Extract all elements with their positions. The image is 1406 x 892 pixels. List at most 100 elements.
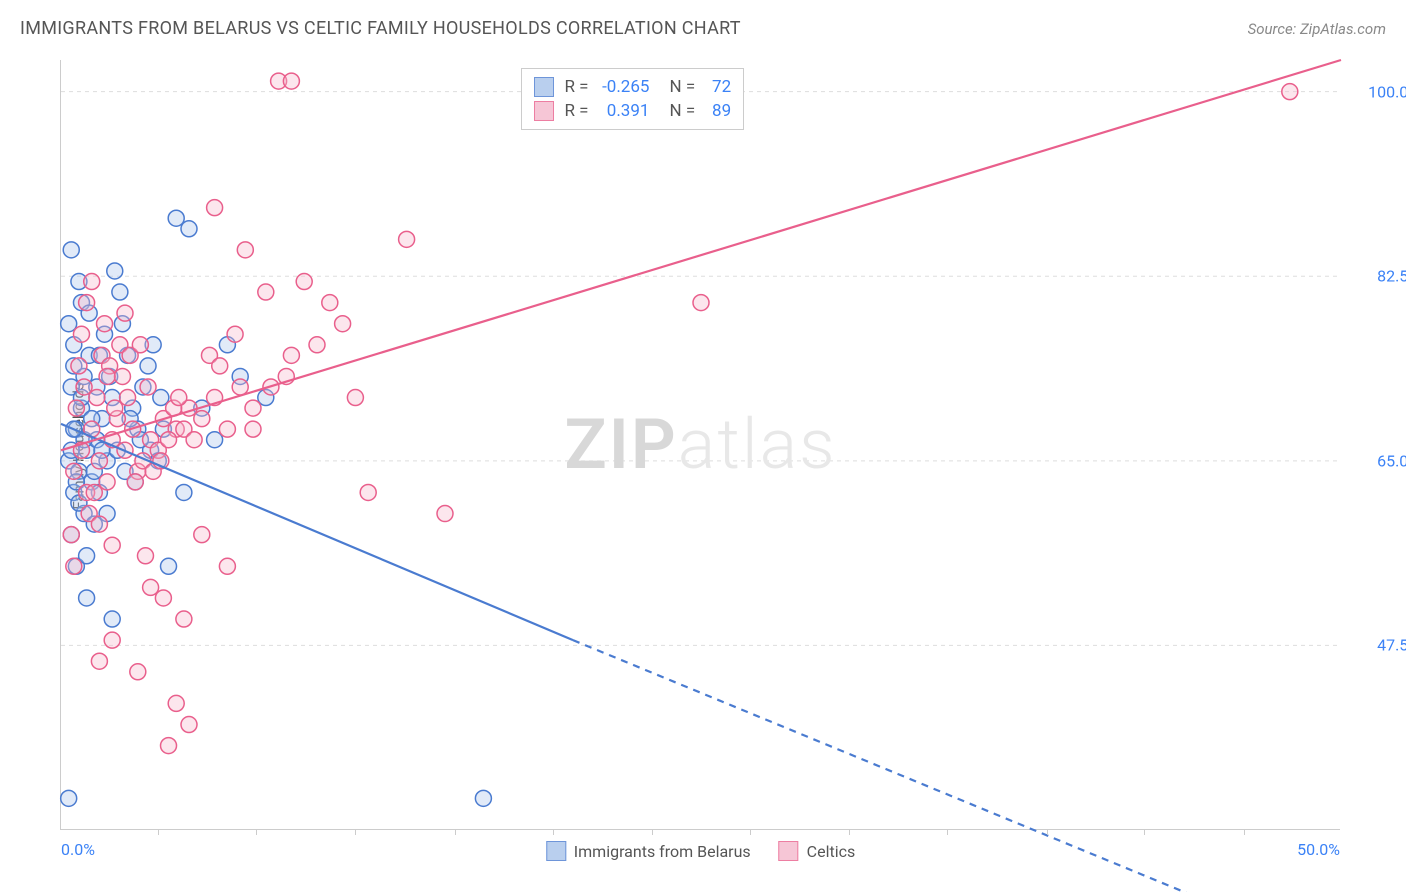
scatter-point bbox=[1282, 84, 1298, 100]
x-tick-min: 0.0% bbox=[61, 840, 95, 859]
scatter-point bbox=[79, 295, 95, 311]
x-tick-mark bbox=[553, 829, 554, 835]
scatter-point bbox=[245, 421, 261, 437]
scatter-point bbox=[161, 558, 177, 574]
scatter-point bbox=[73, 326, 89, 342]
legend-label: Immigrants from Belarus bbox=[574, 842, 751, 861]
scatter-point bbox=[232, 379, 248, 395]
scatter-point bbox=[360, 484, 376, 500]
scatter-point bbox=[335, 316, 351, 332]
legend-n: N = 89 bbox=[669, 101, 731, 121]
scatter-point bbox=[219, 558, 235, 574]
legend-n: N = 72 bbox=[669, 77, 731, 97]
scatter-point bbox=[176, 484, 192, 500]
scatter-point bbox=[84, 274, 100, 290]
scatter-point bbox=[475, 790, 491, 806]
y-tick-label: 65.0% bbox=[1377, 451, 1406, 470]
scatter-point bbox=[161, 432, 177, 448]
stats-legend-row: R = -0.265 N = 72 bbox=[534, 75, 731, 99]
scatter-point bbox=[104, 537, 120, 553]
scatter-point bbox=[97, 316, 113, 332]
scatter-point bbox=[63, 242, 79, 258]
scatter-point bbox=[296, 274, 312, 290]
scatter-point bbox=[212, 358, 228, 374]
scatter-point bbox=[140, 358, 156, 374]
scatter-point bbox=[130, 664, 146, 680]
scatter-point bbox=[245, 400, 261, 416]
scatter-point bbox=[117, 305, 133, 321]
scatter-point bbox=[207, 200, 223, 216]
x-tick-mark bbox=[1244, 829, 1245, 835]
source-label: Source: ZipAtlas.com bbox=[1248, 20, 1386, 38]
scatter-point bbox=[219, 421, 235, 437]
plot-area: ZIPatlas R = -0.265N = 72R = 0.391N = 89… bbox=[60, 60, 1340, 830]
scatter-point bbox=[140, 379, 156, 395]
x-tick-max: 50.0% bbox=[1297, 840, 1340, 859]
scatter-point bbox=[161, 738, 177, 754]
x-tick-mark bbox=[849, 829, 850, 835]
scatter-point bbox=[99, 368, 115, 384]
scatter-point bbox=[171, 390, 187, 406]
x-tick-mark bbox=[750, 829, 751, 835]
series-legend: Immigrants from Belarus Celtics bbox=[546, 841, 855, 861]
scatter-point bbox=[66, 463, 82, 479]
scatter-point bbox=[137, 548, 153, 564]
scatter-point bbox=[61, 790, 77, 806]
scatter-point bbox=[399, 231, 415, 247]
x-tick-mark bbox=[947, 829, 948, 835]
scatter-point bbox=[91, 453, 107, 469]
legend-r: R = -0.265 bbox=[564, 77, 649, 97]
scatter-point bbox=[168, 210, 184, 226]
scatter-point bbox=[104, 632, 120, 648]
scatter-point bbox=[112, 284, 128, 300]
scatter-point bbox=[127, 474, 143, 490]
chart-svg bbox=[61, 60, 1340, 829]
x-tick-mark bbox=[1144, 829, 1145, 835]
legend-item: Immigrants from Belarus bbox=[546, 841, 751, 861]
scatter-point bbox=[86, 484, 102, 500]
scatter-point bbox=[68, 400, 84, 416]
x-tick-mark bbox=[256, 829, 257, 835]
scatter-point bbox=[194, 527, 210, 543]
scatter-point bbox=[258, 284, 274, 300]
scatter-point bbox=[132, 337, 148, 353]
scatter-point bbox=[143, 579, 159, 595]
y-tick-label: 100.0% bbox=[1368, 82, 1406, 101]
scatter-point bbox=[176, 611, 192, 627]
scatter-point bbox=[79, 590, 95, 606]
x-tick-mark bbox=[355, 829, 356, 835]
legend-swatch bbox=[779, 841, 799, 861]
stats-legend-row: R = 0.391 N = 89 bbox=[534, 99, 731, 123]
chart-title: IMMIGRANTS FROM BELARUS VS CELTIC FAMILY… bbox=[20, 18, 741, 39]
scatter-point bbox=[91, 653, 107, 669]
scatter-point bbox=[283, 347, 299, 363]
scatter-point bbox=[693, 295, 709, 311]
scatter-point bbox=[63, 527, 79, 543]
scatter-point bbox=[91, 516, 107, 532]
scatter-point bbox=[437, 506, 453, 522]
scatter-point bbox=[181, 717, 197, 733]
scatter-point bbox=[66, 558, 82, 574]
scatter-point bbox=[322, 295, 338, 311]
scatter-point bbox=[309, 337, 325, 353]
y-tick-label: 47.5% bbox=[1377, 636, 1406, 655]
legend-r: R = 0.391 bbox=[564, 101, 649, 121]
scatter-point bbox=[104, 611, 120, 627]
stats-legend: R = -0.265 N = 72 R = 0.391 N = 89 bbox=[521, 68, 744, 130]
y-tick-label: 82.5% bbox=[1377, 267, 1406, 286]
scatter-point bbox=[186, 432, 202, 448]
scatter-point bbox=[347, 390, 363, 406]
scatter-point bbox=[71, 358, 87, 374]
scatter-point bbox=[120, 390, 136, 406]
legend-label: Celtics bbox=[807, 842, 856, 861]
scatter-point bbox=[107, 263, 123, 279]
legend-swatch bbox=[534, 101, 554, 121]
scatter-point bbox=[168, 695, 184, 711]
trend-line bbox=[61, 424, 573, 640]
scatter-point bbox=[227, 326, 243, 342]
x-tick-mark bbox=[158, 829, 159, 835]
x-tick-mark bbox=[652, 829, 653, 835]
x-tick-mark bbox=[455, 829, 456, 835]
scatter-point bbox=[237, 242, 253, 258]
x-tick-mark bbox=[1047, 829, 1048, 835]
